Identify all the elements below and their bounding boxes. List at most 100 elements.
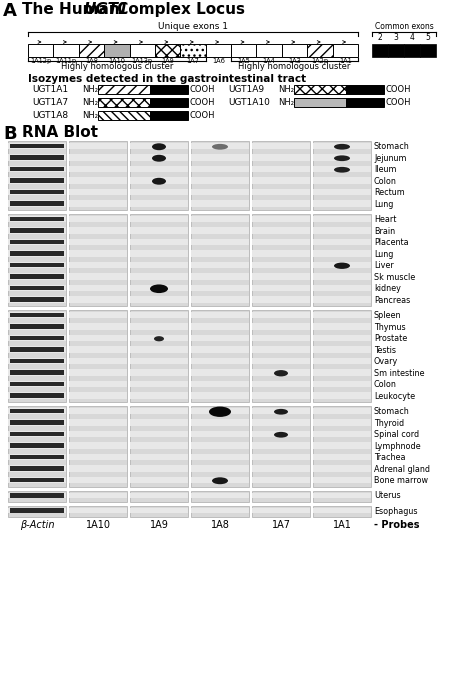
Bar — [10, 286, 64, 291]
Bar — [420, 44, 436, 57]
Bar — [69, 392, 127, 398]
Bar — [313, 419, 371, 426]
Text: Brain: Brain — [374, 227, 395, 236]
Bar — [150, 85, 188, 94]
Bar — [313, 465, 371, 471]
Bar — [252, 227, 310, 234]
Bar — [313, 323, 371, 330]
Bar — [10, 347, 64, 352]
Text: 1A3: 1A3 — [288, 58, 301, 64]
Bar — [130, 285, 188, 291]
Bar — [130, 141, 188, 210]
Bar — [252, 273, 310, 279]
Bar — [313, 346, 371, 353]
Bar — [69, 154, 127, 161]
Text: NH₂: NH₂ — [278, 85, 294, 94]
Bar — [10, 298, 64, 302]
Bar — [191, 408, 249, 414]
Bar — [388, 44, 404, 57]
Bar — [8, 408, 66, 414]
Text: COOH: COOH — [190, 111, 216, 120]
Bar — [69, 477, 127, 483]
Bar — [130, 492, 188, 498]
Bar — [252, 454, 310, 460]
Text: Liver: Liver — [374, 262, 394, 270]
Bar — [10, 240, 64, 244]
Text: 1A2p: 1A2p — [311, 58, 328, 64]
Bar — [130, 310, 188, 402]
Bar — [10, 155, 64, 160]
Bar — [191, 492, 249, 498]
Ellipse shape — [152, 178, 166, 185]
Bar — [69, 227, 127, 234]
Text: 4: 4 — [410, 33, 414, 42]
Text: 1A12p: 1A12p — [30, 58, 51, 64]
Bar — [252, 505, 310, 516]
Bar — [69, 312, 127, 318]
Text: NH₂: NH₂ — [82, 85, 98, 94]
Bar — [8, 154, 66, 161]
Bar — [313, 143, 371, 149]
Text: UGT1A1: UGT1A1 — [32, 85, 68, 94]
Bar — [8, 165, 66, 172]
Text: UGT1A8: UGT1A8 — [32, 111, 68, 120]
Text: UGT1A7: UGT1A7 — [32, 98, 68, 107]
Bar — [313, 392, 371, 398]
Bar — [69, 430, 127, 437]
Bar — [130, 216, 188, 222]
Bar — [191, 477, 249, 483]
Bar — [252, 408, 310, 414]
Bar — [313, 273, 371, 279]
Bar — [252, 177, 310, 184]
Bar — [313, 454, 371, 460]
Bar — [8, 381, 66, 387]
Bar — [69, 508, 127, 513]
Text: Sk muscle: Sk muscle — [374, 273, 415, 282]
Bar — [252, 296, 310, 302]
Ellipse shape — [334, 155, 350, 161]
Text: COOH: COOH — [386, 98, 411, 107]
Text: Testis: Testis — [374, 346, 396, 355]
Bar — [191, 335, 249, 341]
Bar — [191, 216, 249, 222]
Text: Stomach: Stomach — [374, 407, 410, 416]
Bar — [8, 200, 66, 206]
Bar — [8, 505, 66, 516]
Bar — [346, 98, 384, 107]
Bar — [313, 216, 371, 222]
Bar — [130, 408, 188, 414]
Text: 5: 5 — [426, 33, 430, 42]
Bar — [191, 430, 249, 437]
Bar — [252, 154, 310, 161]
Bar — [98, 111, 150, 120]
Bar — [252, 346, 310, 353]
Ellipse shape — [334, 167, 350, 172]
Bar — [252, 419, 310, 426]
Bar — [252, 216, 310, 222]
Bar — [313, 358, 371, 364]
Bar — [252, 312, 310, 318]
Bar — [10, 455, 64, 460]
Bar — [8, 273, 66, 279]
Bar — [252, 508, 310, 513]
Bar — [10, 382, 64, 387]
Bar — [130, 165, 188, 172]
Bar — [191, 189, 249, 195]
Bar — [130, 227, 188, 234]
Text: Jejunum: Jejunum — [374, 154, 407, 163]
Bar — [8, 262, 66, 268]
Bar — [313, 200, 371, 206]
Bar — [130, 200, 188, 206]
Bar — [8, 312, 66, 318]
Bar — [130, 312, 188, 318]
Bar — [8, 239, 66, 245]
Bar — [333, 44, 358, 57]
Bar — [372, 44, 388, 57]
Bar — [191, 508, 249, 513]
Bar — [191, 323, 249, 330]
Bar — [130, 323, 188, 330]
Bar — [252, 430, 310, 437]
Bar — [231, 44, 256, 57]
Bar — [69, 165, 127, 172]
Bar — [191, 143, 249, 149]
